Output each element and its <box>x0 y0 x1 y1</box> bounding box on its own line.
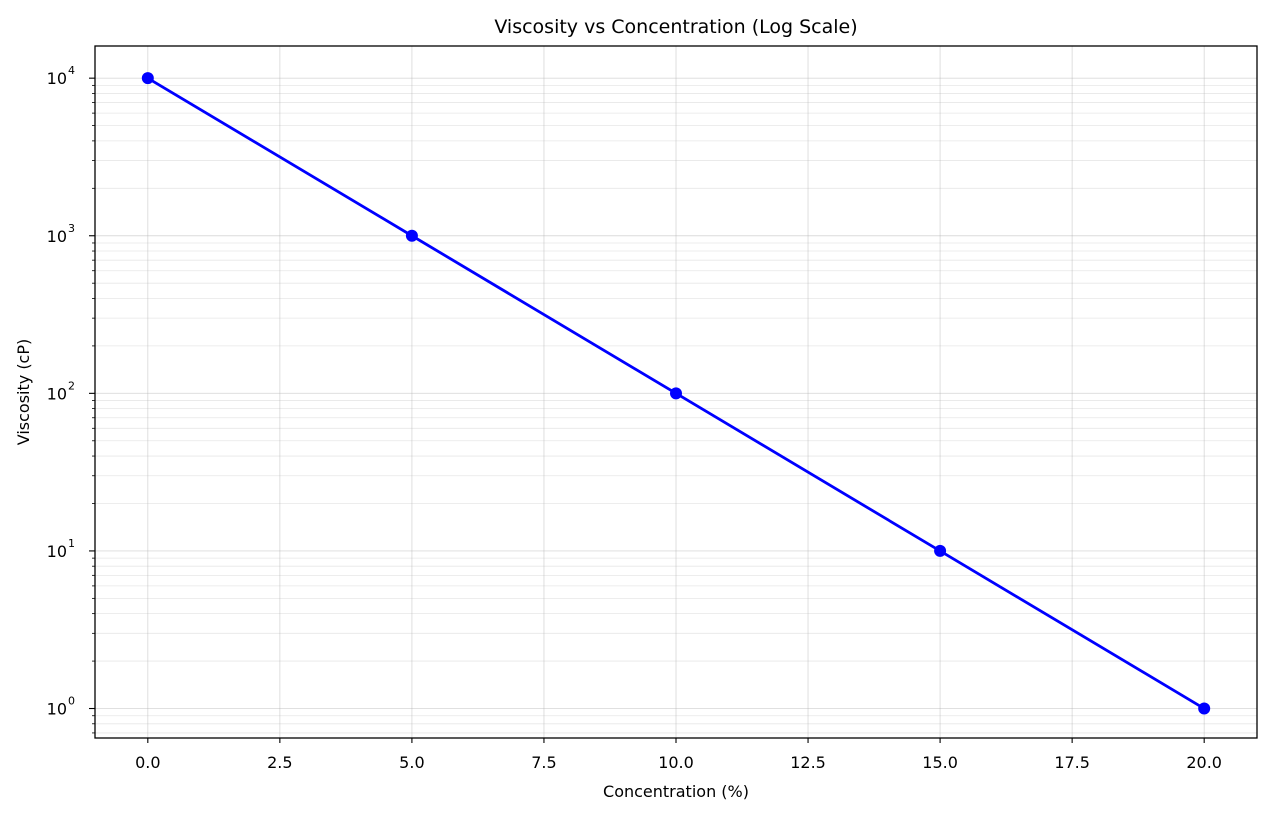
x-tick-label: 2.5 <box>267 753 292 772</box>
y-axis-label: Viscosity (cP) <box>14 339 33 446</box>
y-tick-label: 10 4 <box>47 64 75 88</box>
y-tick-label: 10 0 <box>47 695 75 719</box>
x-axis-label: Concentration (%) <box>603 782 749 801</box>
y-tick-label-base: 10 <box>47 700 67 719</box>
x-tick-label: 0.0 <box>135 753 160 772</box>
y-tick-label-base: 10 <box>47 69 67 88</box>
y-tick-label-exponent: 2 <box>68 379 75 392</box>
y-tick-label-exponent: 1 <box>68 537 75 550</box>
y-tick-label-exponent: 4 <box>68 64 75 77</box>
grid-layer <box>95 46 1257 738</box>
data-point <box>670 387 682 400</box>
data-point <box>405 229 418 242</box>
y-tick-label-base: 10 <box>47 384 67 403</box>
y-tick-label-base: 10 <box>47 227 67 246</box>
x-tick-label: 7.5 <box>531 753 556 772</box>
x-tick-label: 17.5 <box>1054 753 1090 772</box>
chart-title: Viscosity vs Concentration (Log Scale) <box>494 16 857 38</box>
x-tick-label: 5.0 <box>399 753 424 772</box>
y-tick-label-exponent: 3 <box>68 222 75 235</box>
y-tick-label-exponent: 0 <box>68 695 75 708</box>
x-tick-label: 20.0 <box>1186 753 1222 772</box>
data-point <box>1198 702 1211 715</box>
x-tick-label: 12.5 <box>790 753 826 772</box>
x-tick-label: 10.0 <box>658 753 694 772</box>
y-tick-label-base: 10 <box>47 542 67 561</box>
data-point <box>141 72 154 85</box>
y-tick-label: 10 2 <box>47 379 75 403</box>
data-point <box>934 544 947 557</box>
x-tick-label: 15.0 <box>922 753 958 772</box>
y-tick-label: 10 3 <box>47 222 75 246</box>
y-tick-label: 10 1 <box>47 537 75 561</box>
series-layer <box>141 72 1211 715</box>
